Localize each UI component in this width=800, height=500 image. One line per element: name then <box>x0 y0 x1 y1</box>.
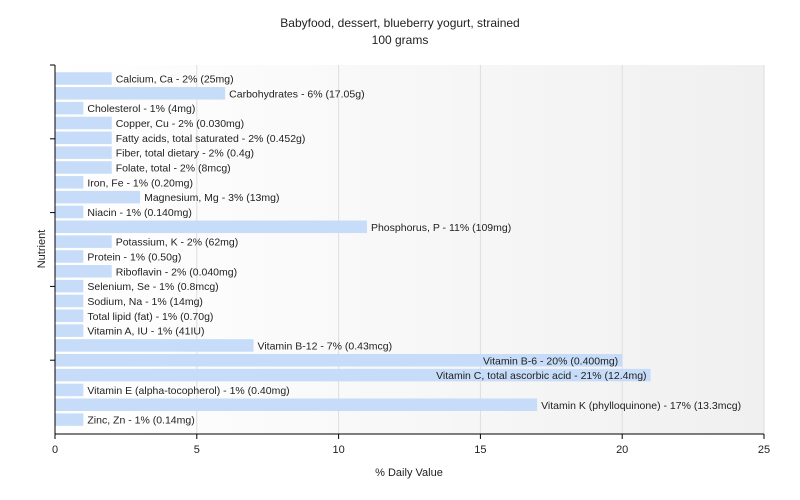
bar-data-label: Calcium, Ca - 2% (25mg) <box>116 74 234 86</box>
bar <box>55 294 84 308</box>
bar-data-label: Sodium, Na - 1% (14mg) <box>87 296 203 308</box>
bar <box>55 72 112 85</box>
bars: Calcium, Ca - 2% (25mg) Carbohydrates - 6… <box>55 72 741 427</box>
chart-subtitle: 100 grams <box>372 33 429 47</box>
bar <box>55 279 84 293</box>
bar-data-label: Vitamin K (phylloquinone) - 17% (13.3mcg… <box>541 400 741 412</box>
bar <box>55 190 141 204</box>
bar-data-label: Magnesium, Mg - 3% (13mg) <box>144 192 279 204</box>
chart-title: Babyfood, dessert, blueberry yogurt, str… <box>280 16 519 30</box>
bar-data-label: Protein - 1% (0.50g) <box>87 251 181 263</box>
bar <box>55 116 112 130</box>
bar-data-label: Phosphorus, P - 11% (109mg) <box>371 222 511 234</box>
bar <box>55 146 112 159</box>
bar-data-label: Vitamin E (alpha-tocopherol) - 1% (0.40m… <box>87 385 289 397</box>
bar <box>55 220 367 234</box>
bar <box>55 309 84 323</box>
bar-data-label: Vitamin B-6 - 20% (0.400mg) <box>483 355 618 367</box>
bar-data-label: Carbohydrates - 6% (17.05g) <box>229 88 364 100</box>
bar <box>55 324 84 337</box>
bar <box>55 161 112 174</box>
bar <box>55 87 226 100</box>
bar <box>55 101 84 115</box>
axes: 0 5 10 15 20 25 <box>50 64 770 456</box>
bar-data-label: Fatty acids, total saturated - 2% (0.452… <box>116 133 306 145</box>
x-tick-label: 20 <box>616 444 628 456</box>
x-axis-label: % Daily Value <box>375 467 443 479</box>
bar-data-label: Folate, total - 2% (8mcg) <box>116 162 231 174</box>
bar-data-label: Vitamin C, total ascorbic acid - 21% (12… <box>436 370 646 382</box>
bar <box>55 413 84 426</box>
bar-data-label: Zinc, Zn - 1% (0.14mg) <box>87 415 194 427</box>
bar <box>55 131 112 145</box>
bar-data-label: Copper, Cu - 2% (0.030mg) <box>116 118 244 130</box>
bar <box>55 235 112 248</box>
bar-data-label: Potassium, K - 2% (62mg) <box>116 237 239 249</box>
y-axis-label: Nutrient <box>36 230 48 269</box>
x-tick-label: 10 <box>332 444 344 456</box>
bar <box>55 205 84 219</box>
x-tick-label: 5 <box>194 444 200 456</box>
bar-data-label: Cholesterol - 1% (4mg) <box>87 103 195 115</box>
bar-data-label: Selenium, Se - 1% (0.8mcg) <box>87 281 218 293</box>
x-tick-label: 0 <box>52 444 58 456</box>
bar <box>55 265 112 278</box>
bar-data-label: Total lipid (fat) - 1% (0.70g) <box>87 311 213 323</box>
bar <box>55 368 651 382</box>
bar-data-label: Riboflavin - 2% (0.040mg) <box>116 266 237 278</box>
bar <box>55 398 538 412</box>
bar-data-label: Fiber, total dietary - 2% (0.4g) <box>116 148 254 160</box>
x-tick-label: 25 <box>758 444 770 456</box>
bar-data-label: Niacin - 1% (0.140mg) <box>87 207 191 219</box>
bar-data-label: Vitamin B-12 - 7% (0.43mcg) <box>258 340 393 352</box>
bar <box>55 176 84 189</box>
x-tick-label: 15 <box>474 444 486 456</box>
bar <box>55 354 623 367</box>
bar-data-label: Iron, Fe - 1% (0.20mg) <box>87 177 193 189</box>
bar-data-label: Vitamin A, IU - 1% (41IU) <box>87 326 204 338</box>
bar <box>55 339 254 352</box>
bar <box>55 250 84 263</box>
bar <box>55 383 84 397</box>
